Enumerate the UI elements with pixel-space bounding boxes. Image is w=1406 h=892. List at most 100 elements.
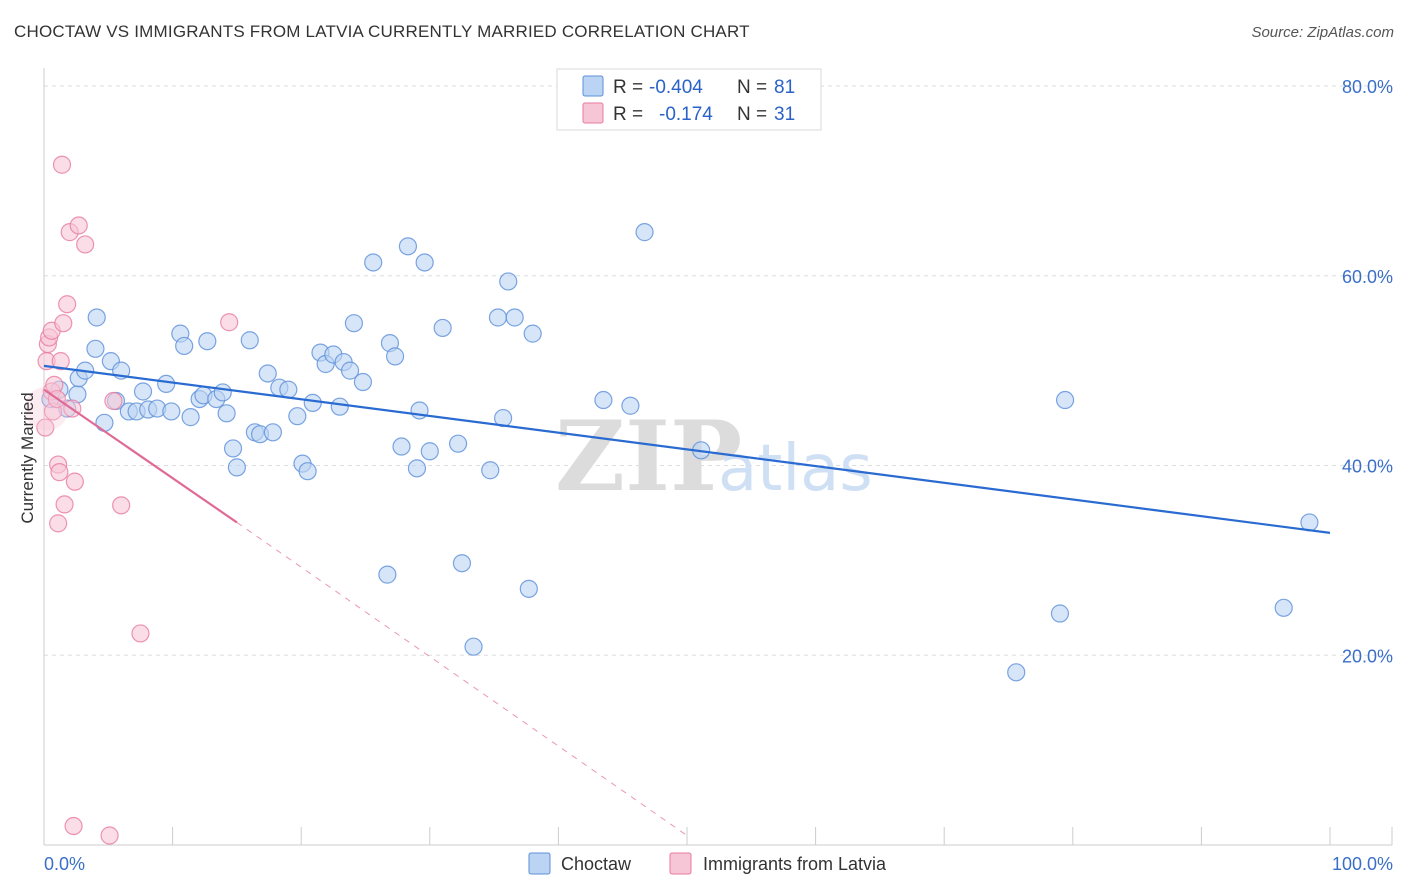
point-latvia (51, 352, 70, 371)
point-choctaw (621, 396, 640, 415)
grid-lines (44, 85, 1392, 656)
point-choctaw (452, 554, 472, 573)
point-choctaw (198, 332, 217, 351)
axes (43, 68, 1393, 846)
point-choctaw (464, 637, 483, 656)
chart-source: Source: ZipAtlas.com (1251, 24, 1394, 41)
point-choctaw (1055, 390, 1075, 410)
y-tick-label: 40.0% (1342, 457, 1393, 477)
point-choctaw (1007, 663, 1026, 682)
point-choctaw (340, 361, 360, 380)
point-choctaw (364, 253, 383, 272)
point-choctaw (87, 308, 106, 327)
bottom-legend-swatch-latvia (669, 852, 692, 875)
bottom-legend: Choctaw Immigrants from Latvia (528, 852, 887, 875)
point-choctaw (240, 331, 259, 350)
bottom-legend-label-latvia: Immigrants from Latvia (703, 854, 887, 874)
point-choctaw (330, 397, 349, 416)
point-choctaw (499, 272, 518, 291)
watermark-atlas-text: atlas (718, 432, 873, 506)
legend-box: R = -0.404 N = 81 R = -0.174 N = 31 (556, 68, 822, 131)
point-choctaw (392, 437, 411, 456)
bottom-legend-label-choctaw: Choctaw (561, 854, 632, 874)
point-choctaw (86, 339, 105, 358)
point-latvia (54, 314, 73, 333)
point-latvia (50, 463, 69, 482)
data-points (24, 155, 1319, 845)
point-latvia (36, 418, 55, 437)
bottom-legend-swatch-choctaw (528, 852, 551, 875)
point-choctaw (344, 314, 364, 333)
point-choctaw (175, 336, 194, 356)
legend-n-value-1: 81 (774, 77, 795, 98)
legend-swatch-choctaw (582, 75, 604, 97)
point-choctaw (523, 324, 542, 343)
point-choctaw (133, 382, 153, 401)
legend-n-value-2: 31 (774, 104, 795, 125)
point-choctaw (217, 404, 236, 423)
trend-lines (43, 364, 1331, 836)
legend-r-label-2: R = (613, 104, 643, 125)
point-latvia (52, 155, 72, 174)
trend-line-latvia (43, 388, 238, 524)
point-choctaw (279, 380, 298, 399)
y-tick-label: 80.0% (1342, 77, 1393, 97)
x-tick-label: 100.0% (1332, 854, 1393, 874)
watermark-zip-text: ZIP (555, 400, 742, 513)
point-choctaw (481, 461, 500, 480)
chart-title: CHOCTAW VS IMMIGRANTS FROM LATVIA CURREN… (14, 22, 750, 41)
legend-r-label-1: R = (613, 77, 643, 98)
point-choctaw (488, 308, 508, 327)
watermark: ZIP atlas (555, 400, 873, 513)
point-choctaw (398, 237, 418, 256)
point-choctaw (635, 223, 654, 242)
point-latvia (69, 216, 88, 235)
legend-r-value-2: -0.174 (659, 104, 713, 125)
y-tick-label: 60.0% (1342, 267, 1393, 287)
point-latvia (100, 826, 119, 845)
legend-swatch-latvia (582, 102, 604, 124)
x-tick-label: 0.0% (44, 854, 85, 874)
point-latvia (49, 514, 68, 533)
point-latvia (220, 313, 239, 332)
point-latvia (131, 624, 150, 643)
trend-line-choctaw (43, 364, 1331, 534)
point-cluster-latvia (24, 386, 69, 431)
point-choctaw (1050, 604, 1070, 623)
y-axis-label: Currently Married (18, 392, 37, 523)
point-choctaw (448, 434, 468, 453)
point-choctaw (181, 408, 200, 427)
point-latvia (112, 496, 131, 515)
point-latvia (55, 495, 74, 514)
point-choctaw (420, 442, 439, 461)
point-choctaw (213, 383, 232, 402)
point-latvia (65, 472, 84, 491)
point-latvia (64, 816, 83, 836)
point-choctaw (157, 374, 176, 394)
point-choctaw (223, 439, 243, 458)
point-choctaw (263, 423, 283, 442)
point-choctaw (258, 364, 277, 383)
point-choctaw (378, 565, 397, 584)
point-choctaw (519, 579, 538, 598)
point-latvia (104, 391, 123, 411)
point-choctaw (407, 459, 427, 478)
trend-line-latvia-extension (236, 522, 688, 836)
point-choctaw (1274, 598, 1293, 617)
legend-n-label-1: N = (737, 77, 767, 98)
point-choctaw (353, 372, 373, 392)
point-choctaw (303, 393, 322, 412)
point-latvia (58, 295, 77, 314)
legend-n-label-2: N = (737, 104, 767, 125)
point-choctaw (162, 402, 181, 421)
point-choctaw (227, 458, 246, 477)
point-choctaw (415, 253, 434, 272)
point-choctaw (95, 413, 114, 432)
legend-r-value-1: -0.404 (649, 77, 703, 98)
y-tick-label: 20.0% (1342, 646, 1393, 666)
point-choctaw (298, 462, 317, 481)
point-choctaw (385, 347, 405, 366)
point-choctaw (433, 318, 452, 338)
point-choctaw (505, 308, 524, 327)
